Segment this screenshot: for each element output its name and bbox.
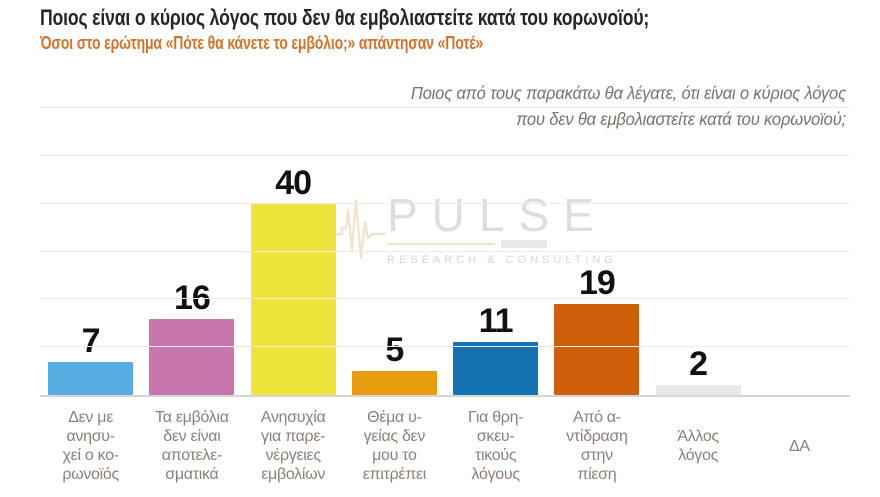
gridline-50	[40, 154, 850, 156]
question-note-line2: που δεν θα εμβολιαστείτε κατά του κορωνο…	[516, 109, 846, 130]
bar-value-label-6: 2	[689, 345, 708, 384]
bar-column-3: 5	[344, 333, 445, 395]
gridline-60	[40, 107, 850, 109]
category-label-7: ΔΑ	[788, 437, 810, 455]
page-subtitle: Όσοι στο ερώτημα «Πότε θα κάνετε το εμβό…	[40, 33, 484, 53]
bar-3	[351, 371, 437, 395]
bar-2	[250, 203, 336, 395]
bar-value-label-1: 16	[173, 278, 211, 317]
category-label-0: Δεν με ανησυ- χεί ο κο- ρωνοϊός	[62, 409, 119, 483]
bars-container: 7 16 40 5 11 19 2	[40, 150, 850, 395]
plot-area: PULSE RESEARCH & CONSULTING 7 16 40 5 11 19 2	[40, 107, 850, 397]
bar-column-6: 2	[648, 347, 749, 395]
page-title: Ποιος είναι ο κύριος λόγος που δεν θα εμ…	[40, 5, 650, 30]
bar-5	[554, 304, 640, 395]
gridline-10	[40, 346, 850, 348]
category-label-1: Τα εμβόλια δεν είναι αποτελε- σματικά	[155, 409, 229, 483]
category-label-2: Ανησυχία για παρε- νέργειες εμβολίων	[260, 409, 326, 483]
bar-value-label-3: 5	[385, 331, 404, 370]
bar-column-2: 40	[243, 166, 344, 395]
category-label-6: Άλλος λόγος	[677, 428, 719, 464]
question-note-line1: Ποιος από τους παρακάτω θα λέγατε, ότι ε…	[410, 83, 846, 103]
gridline-40	[40, 202, 850, 204]
bar-value-label-5: 19	[578, 264, 616, 303]
bar-4	[453, 342, 539, 395]
bar-6	[655, 385, 741, 395]
bar-value-label-0: 7	[81, 321, 101, 360]
category-label-4: Για θρη- σκευ- τικούς λόγους	[468, 409, 524, 483]
bar-column-1: 16	[141, 281, 242, 395]
category-label-5: Από α- ντίδραση στην πίεση	[566, 409, 628, 483]
bar-1	[149, 318, 235, 395]
bar-column-0: 7	[40, 324, 141, 395]
category-axis: Δεν με ανησυ- χεί ο κο- ρωνοϊός Τα εμβόλι…	[40, 397, 850, 489]
bar-value-label-2: 40	[275, 163, 312, 202]
category-label-3: Θέμα υ- γείας δεν μου το επιτρέπει	[362, 409, 427, 483]
gridline-20	[40, 298, 850, 300]
bar-column-5: 19	[546, 266, 647, 395]
bar-value-label-4: 11	[478, 302, 514, 341]
bar-0	[48, 361, 134, 395]
question-note: Ποιος από τους παρακάτω θα λέγατε, ότι ε…	[411, 80, 846, 132]
bar-column-4: 11	[445, 304, 546, 395]
bar-chart: PULSE RESEARCH & CONSULTING 7 16 40 5 11 19 2 …	[40, 107, 850, 489]
gridline-30	[40, 250, 850, 252]
